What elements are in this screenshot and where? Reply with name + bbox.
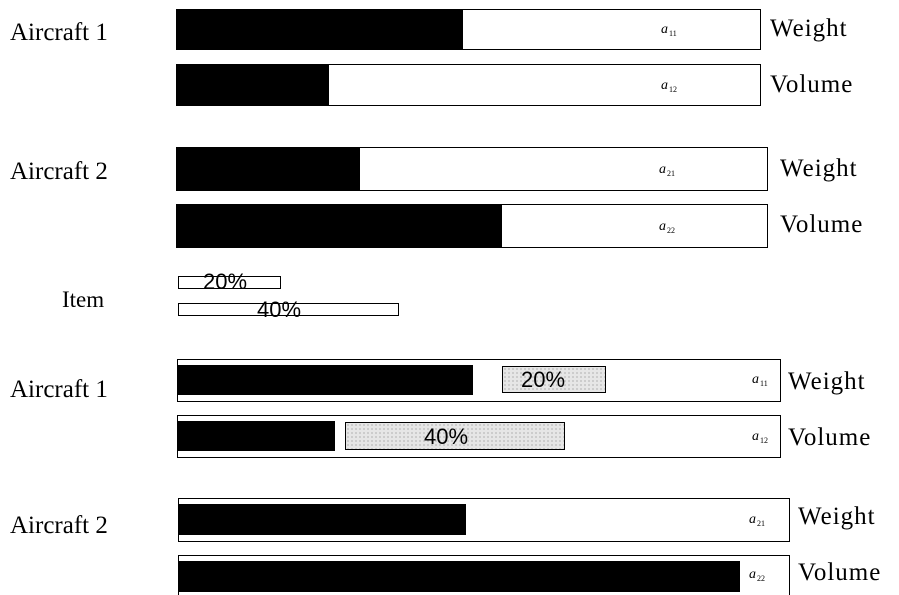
item-label: Item <box>62 287 105 312</box>
weight-label: Weight <box>780 155 858 182</box>
aircraft-2-label: Aircraft 2 <box>10 158 108 185</box>
capacity-used-fill <box>177 10 463 49</box>
volume-label: Volume <box>770 71 854 98</box>
item-weight-percent: 20% <box>203 269 248 294</box>
aircraft-2-volume-bar: a22 <box>176 204 768 248</box>
capacity-used-fill <box>179 504 466 535</box>
item-weight-bar: 20% <box>178 271 281 293</box>
capacity-used-fill <box>177 148 360 190</box>
capacity-symbol: a21 <box>659 162 675 178</box>
volume-label: Volume <box>788 424 872 451</box>
aircraft-2-label: Aircraft 2 <box>10 512 108 539</box>
weight-label: Weight <box>788 368 866 395</box>
aircraft-1-weight-bar: a11 <box>176 9 761 50</box>
capacity-used-fill <box>179 561 741 592</box>
aircraft-1-weight-bar: 20% a11 <box>177 359 781 402</box>
capacity-used-fill <box>178 365 473 395</box>
aircraft-1-label: Aircraft 1 <box>10 376 108 403</box>
capacity-symbol: a11 <box>752 372 768 388</box>
item-volume-overlay: 40% <box>345 422 565 450</box>
capacity-symbol: a12 <box>661 78 677 94</box>
capacity-used-fill <box>178 421 335 451</box>
capacity-used-fill <box>177 65 329 105</box>
item-volume-bar: 40% <box>178 299 399 321</box>
item-volume-percent: 40% <box>257 297 302 322</box>
capacity-used-fill <box>177 205 502 247</box>
aircraft-1-volume-bar: 40% a12 <box>177 415 781 458</box>
capacity-symbol: a22 <box>659 219 675 235</box>
overlay-percent: 20% <box>521 367 566 392</box>
aircraft-1-label: Aircraft 1 <box>10 19 108 46</box>
aircraft-2-volume-bar: a22 <box>178 555 790 595</box>
capacity-symbol: a21 <box>749 512 765 528</box>
item-weight-overlay: 20% <box>502 366 606 393</box>
aircraft-2-weight-bar: a21 <box>176 147 768 191</box>
capacity-symbol: a22 <box>749 567 765 583</box>
weight-label: Weight <box>770 15 848 42</box>
capacity-symbol: a11 <box>661 22 677 38</box>
aircraft-1-volume-bar: a12 <box>176 64 761 106</box>
weight-label: Weight <box>798 503 876 530</box>
volume-label: Volume <box>780 211 864 238</box>
capacity-symbol: a12 <box>752 429 768 445</box>
overlay-percent: 40% <box>424 424 469 449</box>
aircraft-2-weight-bar: a21 <box>178 498 790 542</box>
volume-label: Volume <box>798 559 882 586</box>
